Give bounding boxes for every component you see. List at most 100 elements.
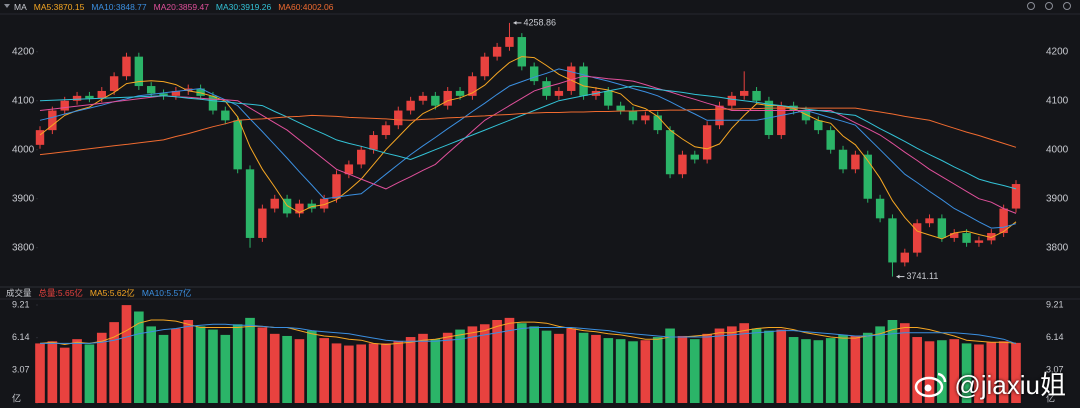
volume-bar bbox=[208, 329, 218, 403]
candle-body bbox=[85, 95, 94, 99]
volume-bar bbox=[887, 320, 898, 403]
candle-body bbox=[245, 169, 255, 238]
candle-body bbox=[752, 90, 761, 101]
candle-body bbox=[529, 66, 539, 82]
candle-body bbox=[838, 149, 848, 170]
volume-bar bbox=[430, 339, 441, 403]
volume-bar bbox=[405, 337, 416, 403]
close-icon[interactable] bbox=[1063, 2, 1071, 10]
volume-bar bbox=[72, 339, 82, 403]
volume-bar bbox=[912, 337, 922, 403]
candle-body bbox=[48, 110, 57, 131]
volume-bar bbox=[455, 329, 465, 403]
annotation-label: 4258.86 bbox=[523, 17, 556, 27]
candle-body bbox=[616, 105, 625, 111]
candle-body bbox=[863, 154, 872, 199]
legend-entry: MA20:3859.47 bbox=[153, 2, 209, 12]
annotation-arrowhead bbox=[896, 274, 900, 279]
volume-total: 总量:5.65亿 bbox=[38, 288, 83, 298]
volume-bar bbox=[986, 342, 997, 403]
volume-bar bbox=[825, 338, 836, 403]
watermark-text: @jiaxiu姐 bbox=[954, 370, 1066, 400]
volume-bar bbox=[924, 341, 935, 403]
volume-bar bbox=[998, 341, 1009, 403]
volume-bar bbox=[492, 320, 502, 403]
candle-body bbox=[60, 100, 69, 111]
volume-bar bbox=[245, 317, 255, 403]
candle-body bbox=[344, 164, 354, 175]
candle-body bbox=[35, 130, 45, 145]
candle-body bbox=[270, 198, 279, 209]
volume-bar bbox=[788, 337, 799, 403]
candle-body bbox=[319, 198, 329, 209]
candle-body bbox=[826, 130, 835, 150]
candle-body bbox=[604, 90, 613, 106]
collapse-icon[interactable] bbox=[4, 4, 10, 8]
candle-body bbox=[258, 208, 267, 238]
volume-bar bbox=[899, 323, 910, 403]
volume-bar bbox=[949, 339, 960, 403]
volume-bar bbox=[603, 338, 614, 403]
y-tick-label: 4000 bbox=[12, 144, 35, 155]
legend-title: MA bbox=[14, 2, 27, 12]
legend-entry: MA10:5.57亿 bbox=[141, 288, 192, 298]
volume-bar bbox=[578, 332, 589, 403]
candle-body bbox=[332, 174, 341, 199]
volume-bar bbox=[47, 341, 58, 403]
legend-entry: MA30:3919.26 bbox=[215, 2, 272, 12]
volume-bar bbox=[35, 343, 45, 403]
volume-bar bbox=[96, 332, 107, 403]
volume-bar bbox=[961, 343, 972, 403]
settings-icon[interactable] bbox=[1027, 2, 1035, 10]
volume-bar bbox=[121, 305, 132, 403]
candle-body bbox=[492, 46, 502, 57]
annotation-label: 3741.11 bbox=[906, 271, 938, 281]
candle-body bbox=[740, 90, 749, 96]
y-tick-label: 亿 bbox=[12, 392, 21, 403]
panel-title: 成交量 bbox=[6, 288, 32, 298]
ma-line bbox=[39, 75, 1017, 214]
candle-body bbox=[159, 93, 168, 96]
volume-bar bbox=[751, 328, 762, 403]
weibo-icon bbox=[915, 372, 947, 397]
volume-bar bbox=[282, 335, 292, 403]
volume-bar bbox=[850, 335, 861, 403]
y-tick-label-right: 4200 bbox=[1046, 46, 1069, 57]
candle-body bbox=[208, 95, 218, 111]
candle-body bbox=[295, 203, 304, 214]
candle-body bbox=[900, 252, 910, 263]
candle-body bbox=[579, 66, 588, 96]
candle-body bbox=[690, 154, 699, 160]
volume-bar bbox=[739, 323, 750, 403]
volume-bar bbox=[220, 334, 231, 403]
volume-bar bbox=[257, 327, 268, 403]
volume-bar bbox=[776, 329, 787, 403]
candle-body bbox=[357, 149, 366, 165]
volume-bar bbox=[764, 330, 774, 403]
volume-bar bbox=[195, 326, 206, 403]
volume-legend: 成交量 总量:5.65亿 MA5:5.62亿 MA10:5.57亿 bbox=[6, 286, 191, 300]
volume-bar bbox=[813, 340, 824, 403]
volume-bar bbox=[344, 345, 354, 403]
volume-bar bbox=[517, 323, 527, 403]
candle-body bbox=[468, 76, 477, 96]
y-tick-label: 3900 bbox=[12, 193, 35, 204]
volume-bar bbox=[294, 339, 305, 403]
volume-bar bbox=[442, 332, 453, 403]
candle-body bbox=[987, 233, 996, 241]
volume-bar bbox=[529, 326, 539, 403]
candle-body bbox=[406, 100, 415, 111]
candle-body bbox=[122, 56, 131, 77]
volume-bar bbox=[269, 333, 280, 403]
volume-bar bbox=[714, 328, 725, 403]
y-tick-label-right: 9.21 bbox=[1046, 299, 1064, 309]
hide-icon[interactable] bbox=[1045, 2, 1053, 10]
watermark: @jiaxiu姐 bbox=[914, 365, 1066, 402]
ma-line bbox=[39, 107, 1017, 156]
candle-body bbox=[665, 130, 675, 175]
candle-body bbox=[146, 86, 156, 94]
volume-bar bbox=[677, 335, 688, 403]
volume-bar bbox=[59, 347, 70, 403]
candle-body bbox=[517, 37, 527, 67]
